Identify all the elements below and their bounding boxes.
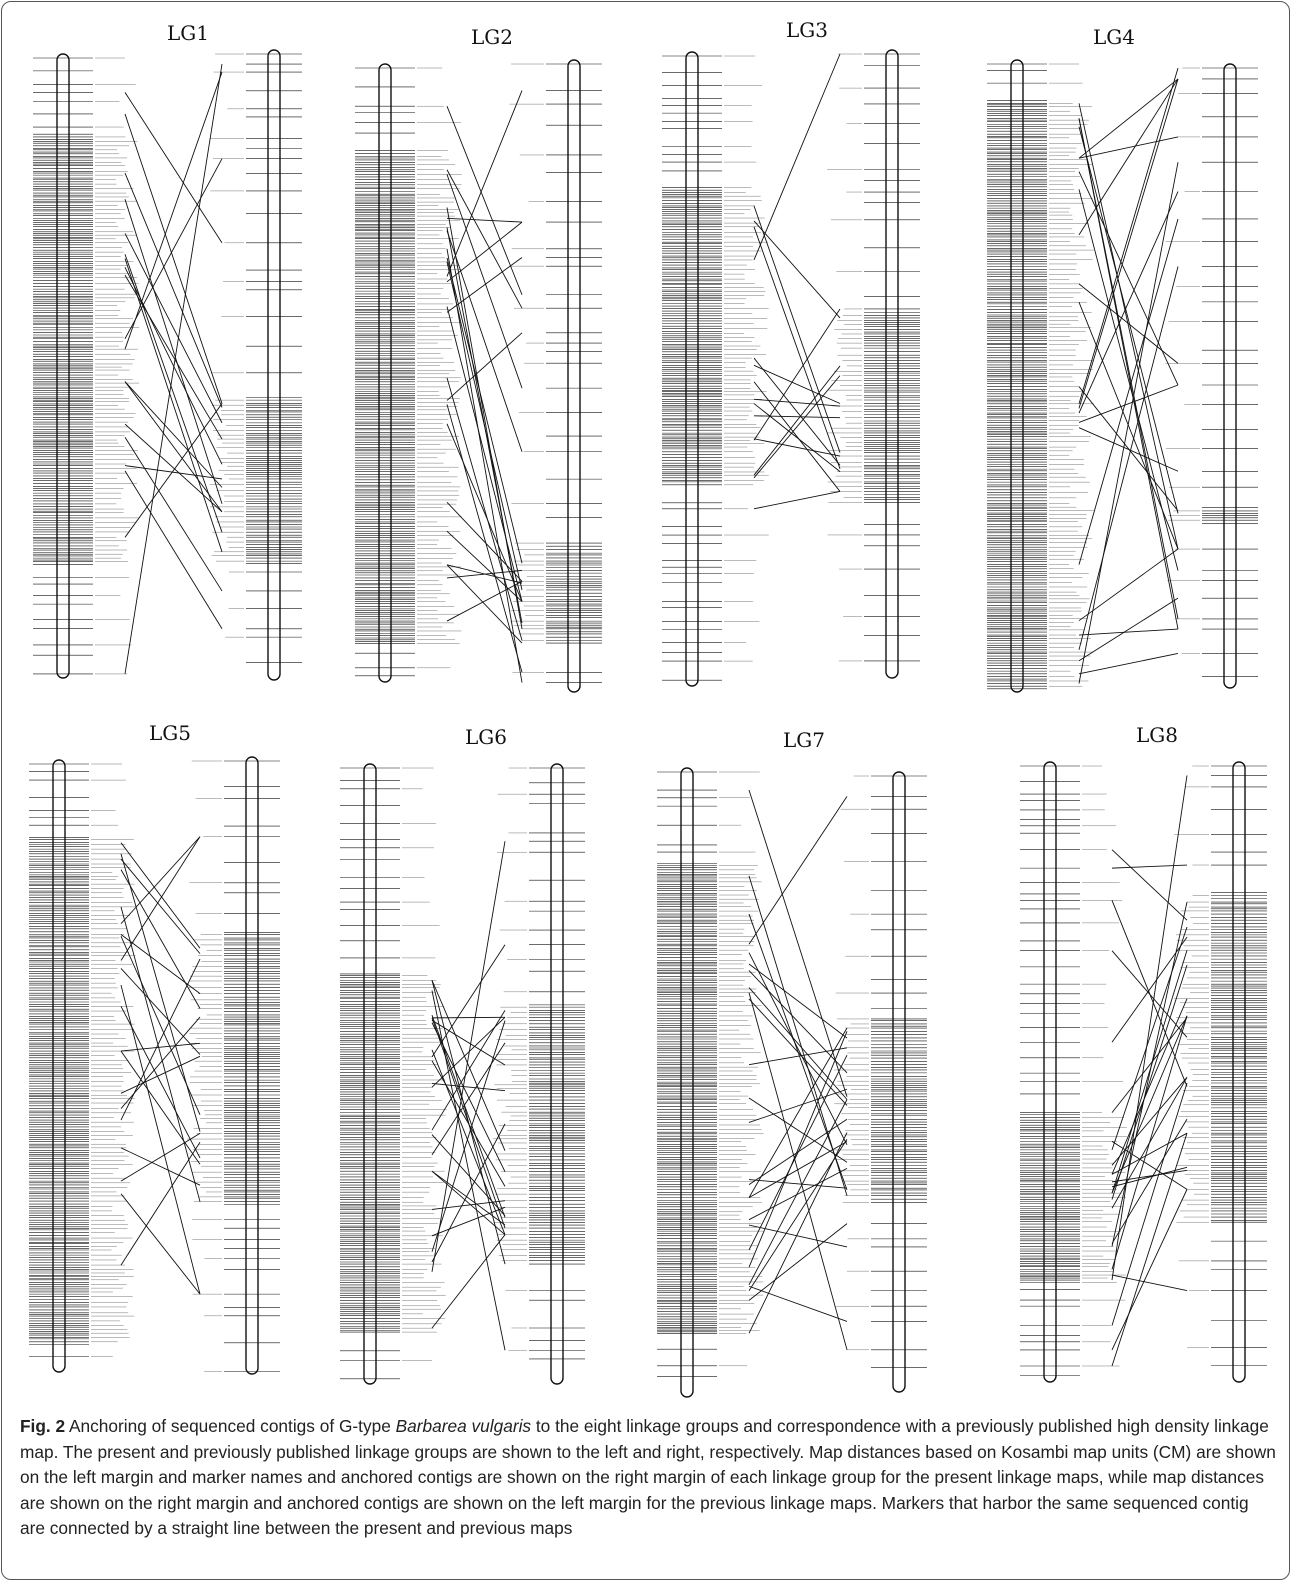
marker-name-stubs <box>91 760 222 1372</box>
previous-map-ticks <box>1211 765 1267 1366</box>
linkage-group-title: LG1 <box>167 21 209 45</box>
correspondence-lines <box>446 90 523 683</box>
correspondence-lines <box>1111 775 1188 1367</box>
figure-caption: Fig. 2 Anchoring of sequenced contigs of… <box>20 1414 1276 1542</box>
present-map-ticks <box>987 63 1047 690</box>
present-chromosome-bar <box>1010 59 1024 693</box>
linkage-group-title: LG3 <box>786 18 828 42</box>
previous-map-ticks <box>871 775 927 1368</box>
caption-text-after: to the eight linkage groups and correspo… <box>20 1416 1276 1538</box>
present-map-ticks <box>355 67 415 677</box>
previous-chromosome-bar <box>1223 63 1237 689</box>
linkage-group-panel: LG2 <box>355 25 602 693</box>
correspondence-lines <box>753 53 841 510</box>
present-chromosome-bar <box>378 63 392 683</box>
present-map-ticks <box>33 57 93 675</box>
linkage-group-panel: LG5 <box>29 721 280 1375</box>
correspondence-lines <box>124 63 223 675</box>
previous-chromosome-bar <box>885 49 899 679</box>
linkage-group-panel: LG3 <box>662 18 920 687</box>
marker-name-stubs <box>95 53 244 675</box>
marker-name-stubs <box>1049 63 1200 687</box>
previous-map-ticks <box>546 63 602 683</box>
linkage-group-panel: LG6 <box>340 725 585 1385</box>
linkage-group-title: LG5 <box>149 721 191 745</box>
correspondence-lines <box>748 789 848 1350</box>
caption-species: Barbarea vulgaris <box>395 1416 532 1436</box>
linkage-group-title: LG2 <box>471 25 513 49</box>
present-chromosome-bar <box>56 53 70 679</box>
previous-map-ticks <box>529 767 585 1360</box>
previous-chromosome-bar <box>267 49 281 681</box>
present-chromosome-bar <box>1043 761 1057 1383</box>
marker-name-stubs <box>417 63 544 673</box>
linkage-group-title: LG6 <box>465 725 507 749</box>
previous-chromosome-bar <box>567 59 581 693</box>
marker-name-stubs <box>724 53 862 662</box>
linkage-group-panel: LG1 <box>33 21 302 681</box>
marker-name-stubs <box>1082 765 1209 1367</box>
present-map-ticks <box>657 771 717 1377</box>
present-map-ticks <box>340 767 400 1380</box>
previous-map-ticks <box>864 53 920 662</box>
present-map-ticks <box>29 763 89 1358</box>
linkage-group-panel: LG8 <box>1020 723 1267 1383</box>
previous-chromosome-bar <box>892 771 906 1393</box>
previous-chromosome-bar <box>550 763 564 1385</box>
linkage-group-panel: LG4 <box>987 25 1258 693</box>
present-chromosome-bar <box>685 51 699 687</box>
linkage-group-panel: LG7 <box>657 728 927 1398</box>
correspondence-lines <box>431 841 506 1351</box>
marker-name-stubs <box>719 771 869 1367</box>
previous-chromosome-bar <box>245 756 259 1375</box>
present-chromosome-bar <box>680 767 694 1398</box>
present-chromosome-bar <box>52 759 66 1373</box>
present-chromosome-bar <box>363 763 377 1385</box>
present-map-ticks <box>1020 765 1080 1377</box>
present-map-ticks <box>662 55 722 681</box>
caption-text-before: Anchoring of sequenced contigs of G-type <box>65 1416 396 1436</box>
linkage-group-title: LG4 <box>1093 25 1135 49</box>
caption-label: Fig. 2 <box>20 1416 66 1436</box>
marker-name-stubs <box>402 767 527 1361</box>
linkage-group-title: LG8 <box>1136 723 1178 747</box>
previous-map-ticks <box>224 760 280 1372</box>
correspondence-lines <box>120 836 201 1295</box>
linkage-map-figure: LG1 LG2 LG3 LG4 LG5 LG6 LG7 LG8 <box>29 18 1267 1398</box>
previous-chromosome-bar <box>1232 761 1246 1383</box>
previous-map-ticks <box>246 53 302 663</box>
correspondence-lines <box>1078 67 1179 684</box>
linkage-group-title: LG7 <box>783 728 825 752</box>
previous-map-ticks <box>1202 67 1258 677</box>
